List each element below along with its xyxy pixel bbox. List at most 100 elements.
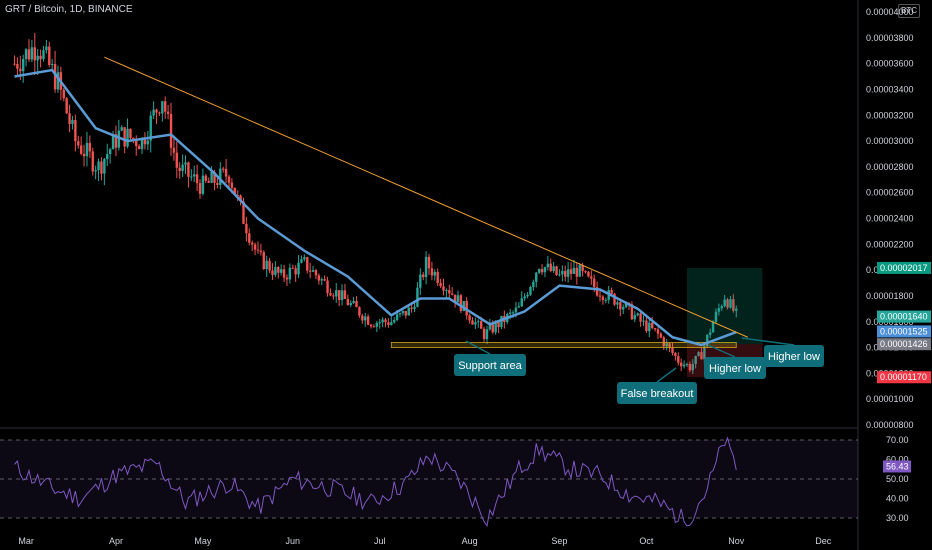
candle <box>381 317 384 328</box>
candle <box>166 104 170 120</box>
candle-body <box>271 270 274 275</box>
candle <box>259 243 263 256</box>
candle-body <box>500 315 503 328</box>
candle <box>71 115 74 130</box>
rsi-axis[interactable]: 70.00 60.00 50.00 40.00 30.00 56.43 <box>883 435 911 523</box>
candle-body <box>62 89 65 99</box>
candle <box>555 265 558 277</box>
annotations-layer[interactable]: Support area False breakout Higher low High… <box>454 337 824 404</box>
candle <box>13 55 16 66</box>
candle <box>653 327 657 332</box>
candle <box>88 135 92 158</box>
candle-body <box>601 296 605 301</box>
candle-body <box>532 281 535 288</box>
candle-body <box>94 170 97 172</box>
candle-body <box>140 138 144 150</box>
price-tag-bg <box>877 325 931 338</box>
support-area-callout: Support area <box>454 340 526 376</box>
candle-body <box>227 176 231 183</box>
rsi-tick-label: 70.00 <box>886 435 909 445</box>
candle <box>62 88 65 102</box>
candle <box>175 141 179 178</box>
candle <box>245 216 248 242</box>
candle <box>300 255 303 264</box>
candle <box>540 264 544 275</box>
candle <box>294 265 297 282</box>
candle <box>604 297 608 304</box>
candle-body <box>433 271 436 276</box>
candle-body <box>540 269 544 273</box>
candle-body <box>523 296 526 299</box>
false-breakout-callout: False breakout <box>617 367 697 404</box>
candle <box>410 304 413 313</box>
candle-body <box>526 294 529 297</box>
candle-body <box>74 120 77 142</box>
candle <box>91 147 94 176</box>
candle <box>459 293 463 314</box>
candle-body <box>291 267 294 269</box>
candle <box>343 283 347 300</box>
candle-body <box>253 244 257 250</box>
chart-title: GRT / Bitcoin, 1D, BINANCE <box>5 4 133 15</box>
candle-body <box>398 313 402 315</box>
candle-body <box>242 201 245 224</box>
candle <box>329 288 332 297</box>
rsi-panel[interactable] <box>0 436 858 528</box>
candle <box>120 125 123 132</box>
candle-body <box>694 355 697 365</box>
candle-body <box>653 328 657 330</box>
candle-body <box>277 267 280 273</box>
candle-body <box>149 115 152 141</box>
quote-currency-badge[interactable]: BTC <box>898 4 920 18</box>
candle-body <box>152 109 155 116</box>
candle <box>195 164 199 192</box>
candle <box>117 119 121 151</box>
candle <box>291 264 294 270</box>
candle-body <box>450 293 454 295</box>
candle-body <box>561 270 564 275</box>
candle-body <box>285 277 289 280</box>
candle <box>407 305 410 316</box>
candle <box>285 274 289 287</box>
candle-body <box>427 256 431 269</box>
candle-body <box>422 274 425 278</box>
symbol-label: GRT / Bitcoin <box>5 4 65 15</box>
candle <box>720 304 723 311</box>
candle <box>378 318 381 329</box>
candle <box>190 169 193 182</box>
candle <box>50 59 54 71</box>
candle <box>198 179 202 199</box>
candle <box>439 278 442 289</box>
candle-body <box>21 59 25 72</box>
candle <box>422 272 425 281</box>
candle-body <box>126 128 129 147</box>
candle-body <box>320 279 323 281</box>
price-tick-label: 0.00002600 <box>866 188 914 198</box>
price-axis[interactable]: 0.00004000 0.00003800 0.00003600 0.00003400… <box>866 7 931 430</box>
candle-body <box>650 322 654 329</box>
candle-body <box>430 268 434 276</box>
candle <box>204 173 208 184</box>
candle-body <box>575 267 579 277</box>
candle-body <box>726 299 729 308</box>
candle-body <box>723 299 726 307</box>
candle-body <box>366 316 370 325</box>
candle-body <box>584 271 587 273</box>
candle <box>572 259 576 274</box>
price-panel[interactable] <box>13 33 763 378</box>
candle-body <box>717 308 721 312</box>
candle <box>393 317 396 324</box>
candle-body <box>529 287 532 295</box>
candle-body <box>442 286 445 291</box>
candle-body <box>201 175 205 194</box>
price-tag-bg <box>877 261 931 274</box>
candle <box>477 319 480 328</box>
candle <box>535 271 538 288</box>
candle-body <box>578 265 581 277</box>
candle-body <box>593 278 596 288</box>
candle <box>616 300 619 309</box>
rsi-tick-label: 60.00 <box>886 455 909 465</box>
time-axis[interactable]: Mar Apr May Jun Jul Aug Sep Oct Nov Dec <box>18 536 831 546</box>
candle <box>16 57 19 77</box>
